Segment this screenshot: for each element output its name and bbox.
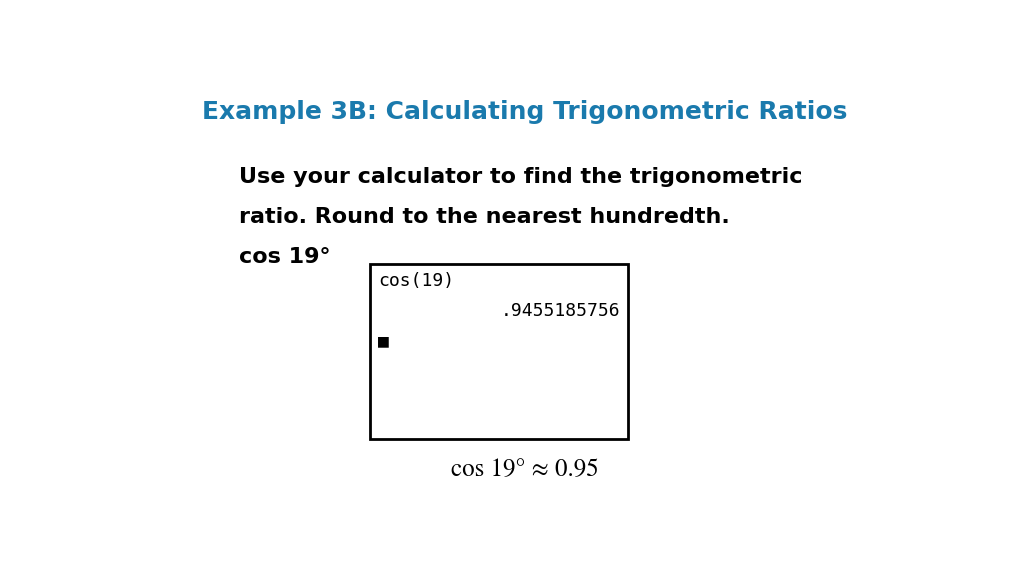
Text: Example 3B: Calculating Trigonometric Ratios: Example 3B: Calculating Trigonometric Ra… — [202, 100, 848, 124]
Text: cos 19°: cos 19° — [240, 247, 331, 267]
Text: .9455185756: .9455185756 — [501, 302, 620, 320]
FancyBboxPatch shape — [370, 264, 628, 439]
Text: cos(19): cos(19) — [378, 272, 454, 290]
Text: Use your calculator to find the trigonometric: Use your calculator to find the trigonom… — [240, 166, 803, 187]
Text: ■: ■ — [378, 332, 389, 351]
Text: cos 19° ≈ 0.95: cos 19° ≈ 0.95 — [451, 457, 599, 482]
Text: ratio. Round to the nearest hundredth.: ratio. Round to the nearest hundredth. — [240, 207, 730, 226]
